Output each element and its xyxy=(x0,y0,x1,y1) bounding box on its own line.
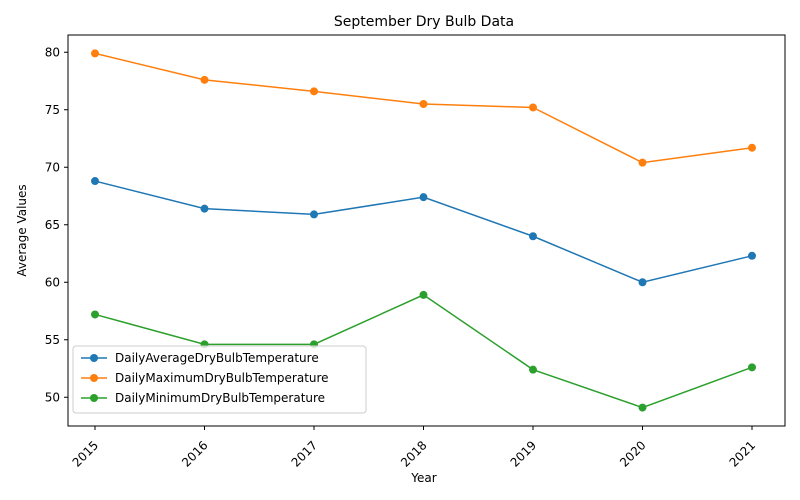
y-tick-label: 70 xyxy=(45,160,60,174)
legend-swatch-marker xyxy=(90,354,98,362)
data-point xyxy=(638,158,647,167)
data-point xyxy=(91,49,99,58)
legend-swatch-marker xyxy=(90,394,98,402)
x-tick-label: 2017 xyxy=(289,438,320,469)
y-tick-label: 55 xyxy=(45,333,60,347)
chart-title: September Dry Bulb Data xyxy=(334,14,514,30)
data-point xyxy=(310,210,318,219)
x-tick-label: 2018 xyxy=(398,438,429,469)
y-axis-title: Average Values xyxy=(15,184,29,276)
legend-item: DailyMinimumDryBulbTemperature xyxy=(81,391,325,405)
x-tick-label: 2015 xyxy=(70,438,101,469)
y-tick-label: 65 xyxy=(45,218,60,232)
legend-box xyxy=(72,345,367,414)
data-point xyxy=(310,87,318,96)
legend-label: DailyAverageDryBulbTemperature xyxy=(115,351,319,365)
x-tick-label: 2021 xyxy=(727,438,758,469)
data-point xyxy=(529,365,537,374)
data-point xyxy=(91,177,99,186)
data-point xyxy=(419,100,428,108)
data-point xyxy=(748,363,756,372)
data-point xyxy=(419,193,428,202)
y-tick-label: 75 xyxy=(45,103,60,117)
legend-label: DailyMinimumDryBulbTemperature xyxy=(115,391,325,405)
plot-frame xyxy=(67,34,786,427)
data-point xyxy=(638,403,647,412)
data-point xyxy=(200,204,209,213)
data-point xyxy=(748,143,756,152)
legend-label: DailyMaximumDryBulbTemperature xyxy=(115,371,329,385)
x-tick-label: 2020 xyxy=(617,438,648,469)
series-1 xyxy=(91,177,756,287)
data-point xyxy=(748,251,756,260)
data-point xyxy=(200,75,209,84)
data-point xyxy=(91,310,99,319)
series-2 xyxy=(91,49,756,167)
y-tick-label: 60 xyxy=(45,275,60,289)
x-tick-label: 2019 xyxy=(508,438,539,469)
series-line xyxy=(94,52,753,164)
y-tick-label: 80 xyxy=(45,45,60,59)
legend-item: DailyAverageDryBulbTemperature xyxy=(81,351,319,365)
x-tick-label: 2016 xyxy=(179,438,210,469)
data-point xyxy=(419,290,428,299)
data-point xyxy=(638,278,647,287)
legend-item: DailyMaximumDryBulbTemperature xyxy=(81,371,329,385)
x-axis: 2015 2016 2017 2018 2019 2020 2021 xyxy=(70,426,758,470)
series-layer xyxy=(91,49,756,412)
data-point xyxy=(529,103,537,112)
data-point xyxy=(529,232,537,241)
x-axis-title: Year xyxy=(410,471,436,485)
legend: DailyAverageDryBulbTemperature DailyMaxim… xyxy=(72,345,367,414)
y-axis: 50 55 60 65 70 75 80 xyxy=(45,45,68,404)
legend-swatch-marker xyxy=(90,374,98,382)
y-tick-label: 50 xyxy=(45,390,60,404)
